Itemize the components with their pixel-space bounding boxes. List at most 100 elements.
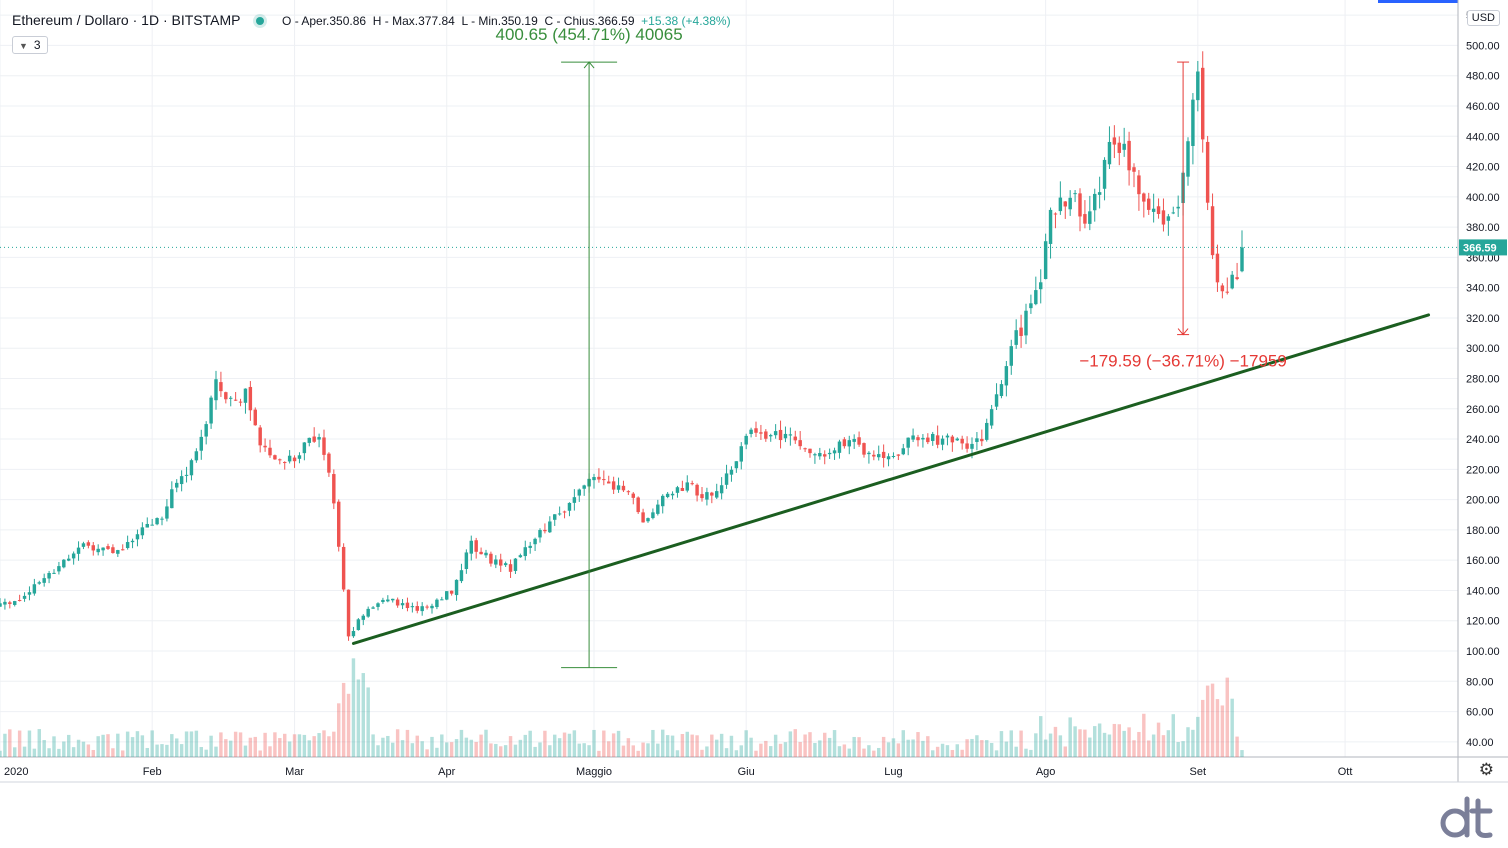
- candle-body: [13, 601, 17, 605]
- candle-body: [292, 457, 297, 462]
- volume-bar: [823, 732, 827, 757]
- candle-body: [631, 493, 635, 498]
- volume-bar: [155, 744, 159, 757]
- candle-body: [1191, 99, 1195, 146]
- candle-body: [52, 572, 56, 574]
- candle-body: [945, 435, 950, 438]
- volume-bar: [464, 737, 469, 757]
- candle-body: [371, 607, 375, 609]
- candle-body: [1039, 282, 1043, 290]
- currency-button[interactable]: USD: [1466, 10, 1500, 26]
- candle-body: [744, 435, 748, 445]
- candle-body: [209, 397, 213, 424]
- volume-bar: [1102, 732, 1107, 757]
- volume-bar: [3, 733, 7, 757]
- y-tick-label: 400.00: [1466, 192, 1500, 204]
- volume-bar: [813, 742, 817, 757]
- candle-body: [950, 436, 955, 443]
- indicators-toggle-button[interactable]: ▼ 3: [12, 36, 48, 54]
- candle-body: [116, 550, 120, 554]
- y-tick-label: 500.00: [1466, 40, 1500, 52]
- y-tick-label: 160.00: [1466, 555, 1500, 567]
- candle-body: [837, 441, 842, 453]
- volume-bar: [862, 748, 866, 757]
- candle-body: [494, 559, 498, 565]
- candle-body: [410, 606, 415, 608]
- volume-bar: [121, 750, 125, 757]
- candle-body: [715, 491, 719, 498]
- candle-body: [719, 485, 724, 494]
- candle-body: [1210, 206, 1215, 256]
- volume-bar: [916, 732, 920, 757]
- volume-bar: [837, 746, 842, 757]
- candle-body: [626, 491, 631, 493]
- candle-body: [1058, 197, 1063, 212]
- volume-bar: [351, 658, 356, 757]
- candle-body: [533, 538, 537, 545]
- candle-body: [518, 555, 523, 558]
- candle-body: [17, 600, 22, 602]
- candle-body: [538, 530, 542, 538]
- volume-bar: [690, 734, 694, 757]
- candle-body: [37, 582, 41, 584]
- candle-body: [1004, 366, 1009, 386]
- volume-bar: [111, 748, 115, 757]
- y-tick-label: 300.00: [1466, 343, 1500, 355]
- candle-body: [351, 631, 356, 637]
- candle-body: [204, 424, 208, 437]
- volume-bar: [778, 743, 783, 757]
- candle-body: [960, 438, 964, 444]
- candle-body: [150, 524, 154, 526]
- symbol-title[interactable]: Ethereum / Dollaro · 1D · BITSTAMP: [12, 12, 241, 28]
- x-tick-label: Apr: [438, 766, 455, 778]
- last-price-label: 366.59: [1463, 242, 1497, 254]
- volume-bar: [140, 735, 145, 757]
- volume-bar: [8, 729, 12, 757]
- candle-body: [597, 476, 601, 480]
- candle-body: [130, 540, 135, 543]
- candle-body: [219, 382, 223, 392]
- candle-body: [0, 603, 2, 607]
- volume-bar: [999, 731, 1004, 757]
- volume-bar: [1014, 746, 1018, 757]
- candle-body: [189, 460, 194, 476]
- volume-bar: [386, 735, 390, 757]
- volume-bar: [567, 733, 572, 757]
- candle-body: [391, 598, 395, 601]
- candle-body: [1240, 247, 1244, 272]
- candle-body: [616, 485, 621, 490]
- volume-bar: [960, 749, 964, 757]
- candle-body: [464, 552, 469, 569]
- high-value: - Max.377.84: [384, 14, 455, 28]
- candle-body: [27, 592, 32, 595]
- volume-bar: [665, 735, 670, 757]
- volume-bar: [224, 739, 228, 757]
- candle-body: [415, 606, 419, 611]
- volume-bar: [430, 736, 434, 757]
- candle-body: [1073, 193, 1077, 195]
- volume-bar: [523, 734, 527, 757]
- candle-body: [1235, 277, 1239, 280]
- volume-bar: [538, 742, 542, 757]
- candle-body: [395, 599, 400, 606]
- candle-body: [175, 482, 179, 488]
- y-tick-label: 100.00: [1466, 646, 1500, 658]
- volume-bar: [557, 738, 562, 757]
- volume-bar: [842, 744, 847, 757]
- volume-bar: [719, 733, 724, 757]
- gear-icon[interactable]: ⚙: [1478, 760, 1494, 779]
- candle-body: [430, 605, 434, 609]
- y-tick-label: 380.00: [1466, 222, 1500, 234]
- candle-body: [268, 447, 272, 456]
- candle-body: [818, 452, 822, 457]
- volume-bar: [1034, 733, 1038, 757]
- candle-body: [921, 437, 925, 440]
- candle-body: [47, 573, 51, 579]
- volume-bar: [199, 747, 203, 757]
- volume-bar: [337, 703, 341, 757]
- volume-bar: [1112, 723, 1117, 757]
- candle-body: [459, 570, 464, 582]
- volume-bar: [332, 731, 336, 757]
- candle-body: [842, 439, 847, 447]
